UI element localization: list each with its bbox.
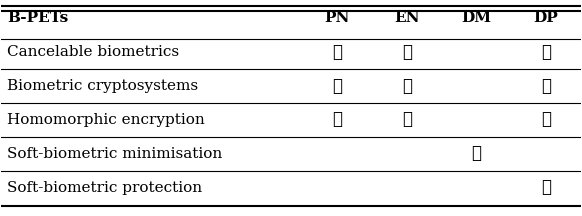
Text: ✓: ✓ bbox=[541, 179, 551, 196]
Text: ✓: ✓ bbox=[471, 145, 481, 162]
Text: ✓: ✓ bbox=[332, 111, 342, 128]
Text: ✓: ✓ bbox=[332, 78, 342, 95]
Text: Soft-biometric protection: Soft-biometric protection bbox=[7, 181, 203, 195]
Text: DP: DP bbox=[534, 11, 558, 25]
Text: ✓: ✓ bbox=[402, 78, 412, 95]
Text: ✓: ✓ bbox=[541, 78, 551, 95]
Text: ✓: ✓ bbox=[541, 44, 551, 61]
Text: Homomorphic encryption: Homomorphic encryption bbox=[7, 113, 205, 127]
Text: ✓: ✓ bbox=[402, 44, 412, 61]
Text: PN: PN bbox=[325, 11, 350, 25]
Text: Biometric cryptosystems: Biometric cryptosystems bbox=[7, 79, 198, 93]
Text: DM: DM bbox=[462, 11, 491, 25]
Text: Cancelable biometrics: Cancelable biometrics bbox=[7, 45, 179, 59]
Text: ✓: ✓ bbox=[332, 44, 342, 61]
Text: ✓: ✓ bbox=[402, 111, 412, 128]
Text: ✓: ✓ bbox=[541, 111, 551, 128]
Text: EN: EN bbox=[394, 11, 420, 25]
Text: Soft-biometric minimisation: Soft-biometric minimisation bbox=[7, 147, 222, 161]
Text: B-PETs: B-PETs bbox=[7, 11, 69, 25]
